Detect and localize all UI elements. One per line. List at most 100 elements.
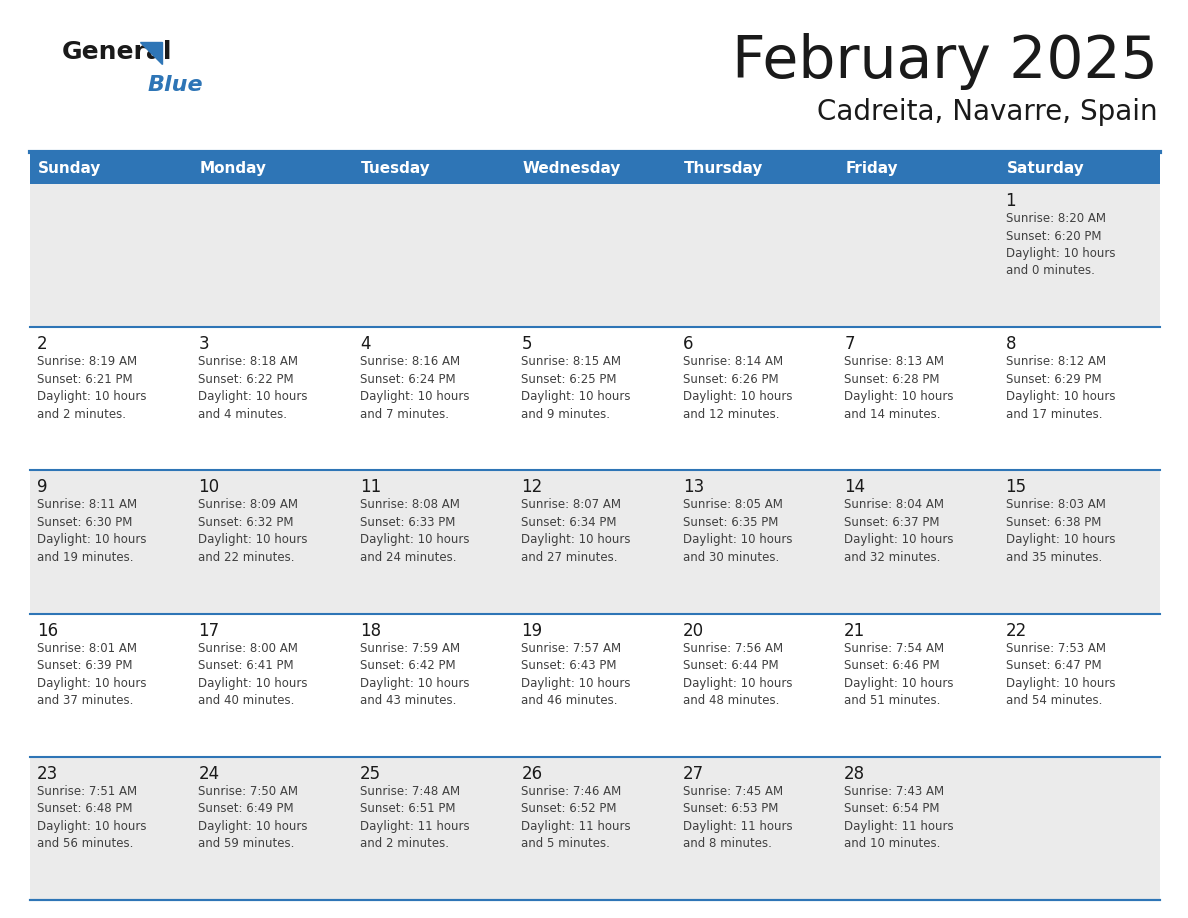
Bar (353, 756, 514, 900)
Bar (30, 613, 191, 756)
Text: 9: 9 (37, 478, 48, 497)
Text: 21: 21 (845, 621, 865, 640)
Text: Sunrise: 8:07 AM
Sunset: 6:34 PM
Daylight: 10 hours
and 27 minutes.: Sunrise: 8:07 AM Sunset: 6:34 PM Dayligh… (522, 498, 631, 564)
Text: Cadreita, Navarre, Spain: Cadreita, Navarre, Spain (817, 98, 1158, 126)
Polygon shape (140, 42, 162, 64)
Bar (30, 756, 191, 900)
Bar (191, 327, 353, 470)
Text: 5: 5 (522, 335, 532, 353)
Bar (353, 184, 514, 327)
Text: Sunrise: 8:04 AM
Sunset: 6:37 PM
Daylight: 10 hours
and 32 minutes.: Sunrise: 8:04 AM Sunset: 6:37 PM Dayligh… (845, 498, 954, 564)
Text: Sunrise: 7:59 AM
Sunset: 6:42 PM
Daylight: 10 hours
and 43 minutes.: Sunrise: 7:59 AM Sunset: 6:42 PM Dayligh… (360, 642, 469, 707)
Bar (353, 327, 514, 470)
Text: Sunrise: 7:56 AM
Sunset: 6:44 PM
Daylight: 10 hours
and 48 minutes.: Sunrise: 7:56 AM Sunset: 6:44 PM Dayligh… (683, 642, 792, 707)
Bar (191, 756, 353, 900)
Bar (999, 613, 1159, 756)
Text: Sunrise: 8:03 AM
Sunset: 6:38 PM
Daylight: 10 hours
and 35 minutes.: Sunrise: 8:03 AM Sunset: 6:38 PM Dayligh… (1005, 498, 1116, 564)
Bar (676, 756, 838, 900)
Text: Sunrise: 8:11 AM
Sunset: 6:30 PM
Daylight: 10 hours
and 19 minutes.: Sunrise: 8:11 AM Sunset: 6:30 PM Dayligh… (37, 498, 146, 564)
Bar (999, 327, 1159, 470)
Text: 13: 13 (683, 478, 704, 497)
Text: Sunrise: 7:50 AM
Sunset: 6:49 PM
Daylight: 10 hours
and 59 minutes.: Sunrise: 7:50 AM Sunset: 6:49 PM Dayligh… (198, 785, 308, 850)
Text: February 2025: February 2025 (732, 33, 1158, 91)
Text: 15: 15 (1005, 478, 1026, 497)
Text: Sunrise: 8:20 AM
Sunset: 6:20 PM
Daylight: 10 hours
and 0 minutes.: Sunrise: 8:20 AM Sunset: 6:20 PM Dayligh… (1005, 212, 1116, 277)
Bar (514, 470, 676, 613)
Text: Sunrise: 7:57 AM
Sunset: 6:43 PM
Daylight: 10 hours
and 46 minutes.: Sunrise: 7:57 AM Sunset: 6:43 PM Dayligh… (522, 642, 631, 707)
Bar (676, 327, 838, 470)
Text: 7: 7 (845, 335, 854, 353)
Bar (999, 756, 1159, 900)
Text: Sunrise: 8:00 AM
Sunset: 6:41 PM
Daylight: 10 hours
and 40 minutes.: Sunrise: 8:00 AM Sunset: 6:41 PM Dayligh… (198, 642, 308, 707)
Bar (30, 152, 191, 184)
Text: 27: 27 (683, 765, 703, 783)
Bar (514, 184, 676, 327)
Text: Sunrise: 8:01 AM
Sunset: 6:39 PM
Daylight: 10 hours
and 37 minutes.: Sunrise: 8:01 AM Sunset: 6:39 PM Dayligh… (37, 642, 146, 707)
Text: 4: 4 (360, 335, 371, 353)
Text: Sunrise: 8:05 AM
Sunset: 6:35 PM
Daylight: 10 hours
and 30 minutes.: Sunrise: 8:05 AM Sunset: 6:35 PM Dayligh… (683, 498, 792, 564)
Bar (999, 184, 1159, 327)
Bar (838, 756, 999, 900)
Text: Thursday: Thursday (684, 161, 763, 175)
Bar (191, 184, 353, 327)
Text: 6: 6 (683, 335, 694, 353)
Text: Sunrise: 8:13 AM
Sunset: 6:28 PM
Daylight: 10 hours
and 14 minutes.: Sunrise: 8:13 AM Sunset: 6:28 PM Dayligh… (845, 355, 954, 420)
Text: Sunrise: 7:43 AM
Sunset: 6:54 PM
Daylight: 11 hours
and 10 minutes.: Sunrise: 7:43 AM Sunset: 6:54 PM Dayligh… (845, 785, 954, 850)
Text: 28: 28 (845, 765, 865, 783)
Bar (999, 470, 1159, 613)
Text: Sunrise: 7:53 AM
Sunset: 6:47 PM
Daylight: 10 hours
and 54 minutes.: Sunrise: 7:53 AM Sunset: 6:47 PM Dayligh… (1005, 642, 1116, 707)
Text: Sunrise: 8:15 AM
Sunset: 6:25 PM
Daylight: 10 hours
and 9 minutes.: Sunrise: 8:15 AM Sunset: 6:25 PM Dayligh… (522, 355, 631, 420)
Text: Wednesday: Wednesday (523, 161, 620, 175)
Text: 23: 23 (37, 765, 58, 783)
Text: 8: 8 (1005, 335, 1016, 353)
Bar (676, 152, 838, 184)
Bar (838, 152, 999, 184)
Bar (514, 327, 676, 470)
Text: Tuesday: Tuesday (361, 161, 430, 175)
Text: Sunrise: 8:18 AM
Sunset: 6:22 PM
Daylight: 10 hours
and 4 minutes.: Sunrise: 8:18 AM Sunset: 6:22 PM Dayligh… (198, 355, 308, 420)
Bar (838, 184, 999, 327)
Bar (838, 613, 999, 756)
Text: 22: 22 (1005, 621, 1026, 640)
Text: 16: 16 (37, 621, 58, 640)
Text: 24: 24 (198, 765, 220, 783)
Text: 2: 2 (37, 335, 48, 353)
Text: 14: 14 (845, 478, 865, 497)
Text: Blue: Blue (148, 75, 203, 95)
Text: 20: 20 (683, 621, 703, 640)
Text: 10: 10 (198, 478, 220, 497)
Bar (30, 470, 191, 613)
Text: 12: 12 (522, 478, 543, 497)
Bar (353, 152, 514, 184)
Text: Sunrise: 8:09 AM
Sunset: 6:32 PM
Daylight: 10 hours
and 22 minutes.: Sunrise: 8:09 AM Sunset: 6:32 PM Dayligh… (198, 498, 308, 564)
Bar (514, 152, 676, 184)
Bar (514, 613, 676, 756)
Text: 17: 17 (198, 621, 220, 640)
Text: Sunrise: 7:54 AM
Sunset: 6:46 PM
Daylight: 10 hours
and 51 minutes.: Sunrise: 7:54 AM Sunset: 6:46 PM Dayligh… (845, 642, 954, 707)
Text: Sunrise: 7:51 AM
Sunset: 6:48 PM
Daylight: 10 hours
and 56 minutes.: Sunrise: 7:51 AM Sunset: 6:48 PM Dayligh… (37, 785, 146, 850)
Text: Sunrise: 8:12 AM
Sunset: 6:29 PM
Daylight: 10 hours
and 17 minutes.: Sunrise: 8:12 AM Sunset: 6:29 PM Dayligh… (1005, 355, 1116, 420)
Bar (838, 470, 999, 613)
Text: Saturday: Saturday (1006, 161, 1085, 175)
Text: 18: 18 (360, 621, 381, 640)
Bar (353, 470, 514, 613)
Bar (514, 756, 676, 900)
Text: Sunrise: 7:45 AM
Sunset: 6:53 PM
Daylight: 11 hours
and 8 minutes.: Sunrise: 7:45 AM Sunset: 6:53 PM Dayligh… (683, 785, 792, 850)
Bar (191, 613, 353, 756)
Text: Sunrise: 8:19 AM
Sunset: 6:21 PM
Daylight: 10 hours
and 2 minutes.: Sunrise: 8:19 AM Sunset: 6:21 PM Dayligh… (37, 355, 146, 420)
Text: 1: 1 (1005, 192, 1016, 210)
Bar (30, 327, 191, 470)
Bar (676, 613, 838, 756)
Text: Sunrise: 8:16 AM
Sunset: 6:24 PM
Daylight: 10 hours
and 7 minutes.: Sunrise: 8:16 AM Sunset: 6:24 PM Dayligh… (360, 355, 469, 420)
Text: Sunrise: 7:48 AM
Sunset: 6:51 PM
Daylight: 11 hours
and 2 minutes.: Sunrise: 7:48 AM Sunset: 6:51 PM Dayligh… (360, 785, 469, 850)
Text: 26: 26 (522, 765, 543, 783)
Bar (676, 470, 838, 613)
Text: Friday: Friday (845, 161, 898, 175)
Bar (676, 184, 838, 327)
Text: 3: 3 (198, 335, 209, 353)
Text: 11: 11 (360, 478, 381, 497)
Bar (838, 327, 999, 470)
Bar (999, 152, 1159, 184)
Text: General: General (62, 40, 172, 64)
Bar (191, 152, 353, 184)
